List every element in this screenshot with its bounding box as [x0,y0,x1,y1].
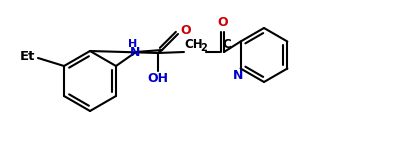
Text: N: N [233,69,243,82]
Text: N: N [130,45,140,59]
Text: 2: 2 [201,43,208,53]
Text: O: O [218,16,228,30]
Text: CH: CH [185,37,203,51]
Text: H: H [129,39,137,49]
Text: Et: Et [19,51,35,64]
Text: C: C [222,38,231,52]
Text: O: O [181,23,191,37]
Text: OH: OH [147,73,168,86]
